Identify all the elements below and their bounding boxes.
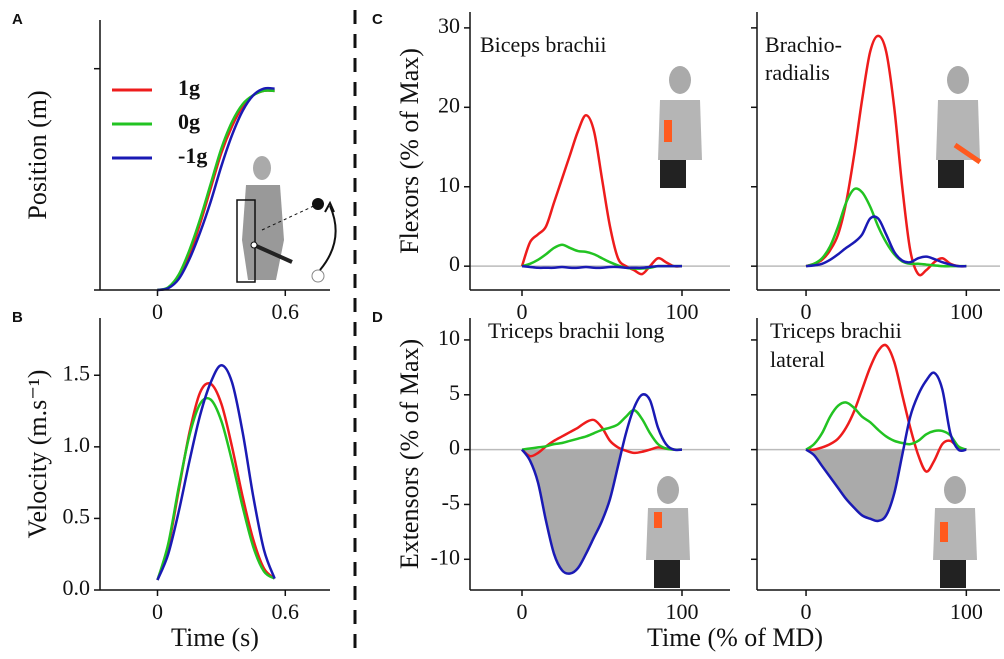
x-tick-label: 0.6 [272, 599, 300, 624]
y-axis-label: Extensors (% of Max) [395, 339, 424, 569]
series-line [805, 401, 967, 451]
series-line [805, 215, 967, 268]
y-tick-label: 0 [449, 435, 460, 460]
y-axis-label: Position (m) [23, 90, 52, 219]
panel-title: lateral [770, 347, 825, 372]
y-tick-label: -10 [431, 544, 460, 569]
y-tick-label: 10 [438, 325, 460, 350]
x-tick-label: 100 [950, 599, 983, 624]
y-tick-label: 20 [438, 92, 460, 117]
y-axis-label: Velocity (m.s⁻¹) [23, 370, 52, 539]
legend-label: -1g [178, 143, 207, 168]
body-illustration [646, 66, 982, 588]
x-tick-label: 0 [152, 299, 163, 324]
panel-title: Brachio- [765, 32, 842, 57]
series-line [805, 371, 967, 523]
x-tick-label: 0.6 [272, 299, 300, 324]
legend-label: 0g [178, 109, 200, 134]
x-tick-label: 0 [801, 599, 812, 624]
x-tick-label: 0 [517, 599, 528, 624]
panel-title: Biceps brachii [480, 32, 606, 57]
panel-label: B [12, 309, 23, 326]
legend-label: 1g [178, 75, 200, 100]
panel-title: Triceps brachii [770, 318, 902, 343]
panel-label: D [372, 309, 383, 326]
panel-title: Triceps brachii long [488, 318, 664, 343]
x-tick-label: 0 [152, 599, 163, 624]
series-line [157, 86, 275, 292]
y-tick-label: -5 [442, 489, 460, 514]
x-tick-label: 100 [950, 299, 983, 324]
series-line [156, 382, 276, 581]
arm-schematic [236, 156, 337, 283]
panel-label: C [372, 11, 383, 28]
y-tick-label: 30 [438, 13, 460, 38]
y-tick-label: 1.5 [63, 360, 91, 385]
series-line [156, 363, 276, 581]
x-tick-label: 100 [666, 299, 699, 324]
y-tick-label: 10 [438, 172, 460, 197]
series-line [520, 114, 683, 276]
y-axis-label: Flexors (% of Max) [395, 48, 424, 254]
panel-title: radialis [765, 60, 830, 85]
negative-area [806, 449, 967, 522]
series-line [520, 393, 683, 575]
series-line [805, 34, 967, 277]
series-line [521, 408, 683, 451]
negative-area [522, 449, 682, 574]
y-tick-label: 0.5 [63, 503, 91, 528]
series-line [806, 343, 967, 473]
y-tick-label: 0.0 [63, 575, 91, 600]
x-axis-label: Time (% of MD) [647, 623, 823, 652]
x-tick-label: 100 [666, 599, 699, 624]
y-tick-label: 1.0 [63, 432, 91, 457]
y-tick-label: 0 [449, 251, 460, 276]
series-line [805, 187, 967, 268]
panel-label: A [12, 11, 23, 28]
x-tick-label: 0 [517, 299, 528, 324]
x-axis-label: Time (s) [171, 623, 259, 652]
x-tick-label: 0 [801, 299, 812, 324]
series-line [521, 264, 682, 270]
series-line [156, 396, 276, 581]
y-tick-label: 5 [449, 380, 460, 405]
